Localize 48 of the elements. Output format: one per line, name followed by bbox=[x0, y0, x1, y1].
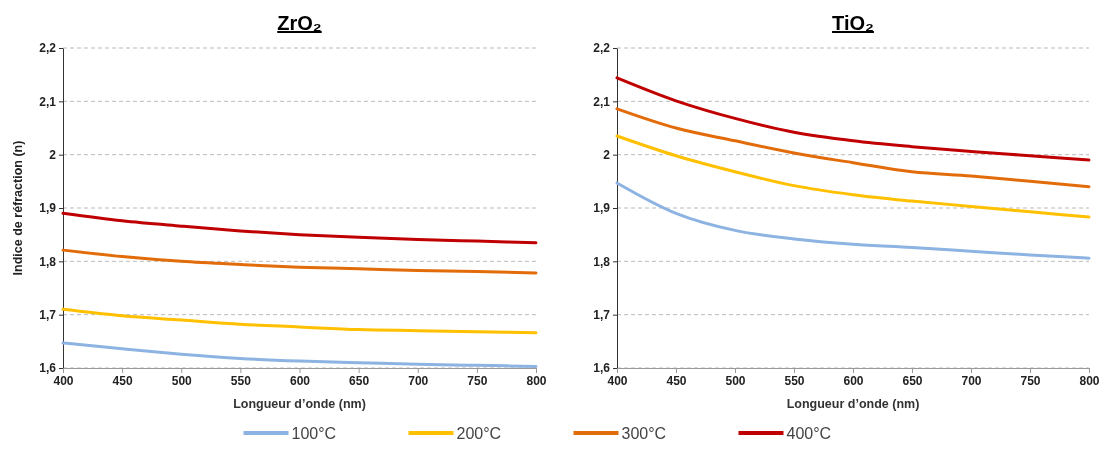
legend-label: 400°C bbox=[786, 425, 832, 442]
x-tick-label: 800 bbox=[1079, 373, 1100, 388]
y-tick-label: 1,7 bbox=[593, 308, 611, 323]
y-tick-label: 2,2 bbox=[39, 41, 57, 56]
y-tick-label: 1,8 bbox=[593, 254, 611, 269]
x-tick-label: 750 bbox=[1020, 373, 1041, 388]
x-tick-label: 600 bbox=[843, 373, 864, 388]
x-tick-label: 700 bbox=[961, 373, 982, 388]
line-series bbox=[615, 76, 1091, 162]
chart-title: ZrO₂ bbox=[277, 12, 322, 34]
y-tick-label: 2 bbox=[603, 148, 611, 163]
x-tick-label: 550 bbox=[230, 373, 252, 388]
x-tick-label: 450 bbox=[112, 373, 133, 388]
y-tick-label: 2,1 bbox=[593, 94, 611, 109]
legend-label: 200°C bbox=[456, 425, 502, 442]
x-tick-label: 750 bbox=[467, 373, 488, 388]
legend-label: 100°C bbox=[291, 425, 337, 442]
x-tick-label: 550 bbox=[784, 373, 805, 388]
x-tick-label: 600 bbox=[289, 373, 311, 388]
chart-title: TiO₂ bbox=[832, 12, 874, 34]
line-series bbox=[615, 134, 1091, 219]
y-tick-label: 1,9 bbox=[593, 201, 611, 216]
y-tick-label: 2,2 bbox=[593, 41, 611, 56]
x-tick-label: 450 bbox=[666, 373, 687, 388]
y-tick-label: 2 bbox=[49, 148, 57, 163]
x-tick-label: 400 bbox=[607, 373, 628, 388]
x-tick-label: 800 bbox=[526, 373, 547, 388]
y-tick-label: 1,6 bbox=[39, 361, 57, 376]
x-tick-label: 500 bbox=[171, 373, 193, 388]
x-tick-label: 700 bbox=[408, 373, 429, 388]
y-tick-label: 1,9 bbox=[39, 201, 57, 216]
y-tick-label: 1,8 bbox=[39, 254, 57, 269]
y-tick-label: 1,7 bbox=[39, 308, 57, 323]
x-axis-title: Longueur d’onde (nm) bbox=[786, 397, 920, 411]
x-tick-label: 650 bbox=[349, 373, 370, 388]
line-series bbox=[615, 181, 1091, 260]
x-tick-label: 650 bbox=[902, 373, 923, 388]
line-series bbox=[61, 248, 538, 275]
line-series bbox=[615, 107, 1091, 189]
y-tick-label: 1,6 bbox=[593, 361, 611, 376]
legend-label: 300°C bbox=[621, 425, 667, 442]
x-tick-label: 400 bbox=[53, 373, 74, 388]
x-axis-title: Longueur d’onde (nm) bbox=[233, 397, 366, 411]
y-tick-label: 2,1 bbox=[39, 94, 57, 109]
x-tick-label: 500 bbox=[725, 373, 746, 388]
line-series bbox=[61, 211, 538, 245]
y-axis-title: Indice de réfraction (n) bbox=[11, 140, 25, 276]
line-series bbox=[61, 307, 538, 335]
